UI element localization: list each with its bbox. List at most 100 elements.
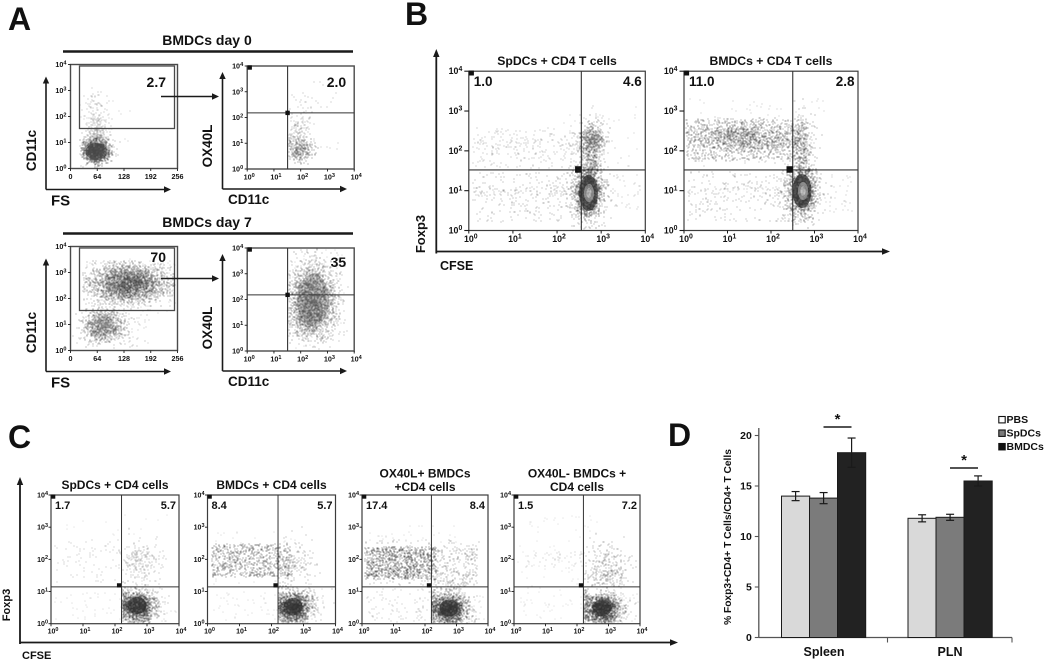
svg-text:102: 102 xyxy=(449,146,463,156)
svg-text:5.7: 5.7 xyxy=(161,500,176,512)
svg-text:102: 102 xyxy=(500,555,511,564)
svg-text:7.2: 7.2 xyxy=(622,500,637,512)
svg-text:103: 103 xyxy=(596,234,610,244)
svg-text:104: 104 xyxy=(485,627,497,636)
svg-text:103: 103 xyxy=(810,234,824,244)
svg-text:101: 101 xyxy=(500,587,511,596)
svg-text:BMDCs day 0: BMDCs day 0 xyxy=(162,32,252,48)
svg-text:*: * xyxy=(835,411,841,428)
svg-text:101: 101 xyxy=(236,627,247,636)
svg-text:104: 104 xyxy=(348,491,360,500)
svg-text:101: 101 xyxy=(194,587,205,596)
svg-text:103: 103 xyxy=(605,627,616,636)
svg-text:256: 256 xyxy=(172,354,184,363)
svg-text:103: 103 xyxy=(37,523,48,532)
svg-text:1.0: 1.0 xyxy=(474,74,493,89)
svg-text:2.0: 2.0 xyxy=(327,74,347,90)
svg-text:B: B xyxy=(405,0,428,32)
svg-text:103: 103 xyxy=(324,355,335,364)
svg-text:BMDCs: BMDCs xyxy=(1007,441,1044,453)
svg-text:103: 103 xyxy=(449,106,463,116)
svg-text:103: 103 xyxy=(194,523,205,532)
svg-text:100: 100 xyxy=(664,225,678,235)
svg-text:100: 100 xyxy=(232,165,243,174)
svg-text:102: 102 xyxy=(232,113,243,122)
svg-text:FS: FS xyxy=(51,193,70,210)
svg-text:101: 101 xyxy=(390,627,401,636)
svg-text:101: 101 xyxy=(542,627,553,636)
svg-text:104: 104 xyxy=(664,66,678,76)
svg-text:D: D xyxy=(668,417,691,453)
svg-text:104: 104 xyxy=(194,491,206,500)
svg-text:102: 102 xyxy=(664,146,678,156)
svg-text:4.6: 4.6 xyxy=(623,74,642,89)
svg-text:20: 20 xyxy=(740,430,752,442)
svg-text:101: 101 xyxy=(37,587,48,596)
svg-text:100: 100 xyxy=(359,627,370,636)
svg-text:104: 104 xyxy=(176,627,188,636)
svg-text:100: 100 xyxy=(194,620,205,629)
svg-text:103: 103 xyxy=(55,86,66,95)
svg-text:+CD4 cells: +CD4 cells xyxy=(394,480,455,494)
svg-text:8.4: 8.4 xyxy=(212,500,228,512)
svg-text:Foxp3: Foxp3 xyxy=(413,215,428,253)
svg-text:11.0: 11.0 xyxy=(689,74,715,89)
svg-text:2.8: 2.8 xyxy=(836,74,855,89)
svg-text:256: 256 xyxy=(172,172,184,181)
svg-text:101: 101 xyxy=(508,234,522,244)
svg-text:103: 103 xyxy=(144,627,155,636)
svg-text:100: 100 xyxy=(679,234,693,244)
svg-text:SpDCs + CD4 T cells: SpDCs + CD4 T cells xyxy=(497,54,617,68)
svg-text:102: 102 xyxy=(112,627,123,636)
svg-text:CD4 cells: CD4 cells xyxy=(550,480,604,494)
svg-text:CFSE: CFSE xyxy=(22,650,51,662)
svg-text:CD11c: CD11c xyxy=(228,374,270,389)
svg-text:100: 100 xyxy=(37,620,48,629)
svg-text:102: 102 xyxy=(297,173,308,182)
svg-text:OX40L+ BMDCs: OX40L+ BMDCs xyxy=(379,467,470,481)
svg-text:101: 101 xyxy=(55,320,66,329)
svg-text:FS: FS xyxy=(51,375,70,392)
svg-text:OX40L: OX40L xyxy=(200,307,215,350)
svg-text:100: 100 xyxy=(55,164,66,173)
svg-text:102: 102 xyxy=(348,555,359,564)
svg-text:1.5: 1.5 xyxy=(518,500,533,512)
svg-text:OX40L- BMDCs +: OX40L- BMDCs + xyxy=(528,467,626,481)
svg-text:102: 102 xyxy=(55,294,66,303)
svg-text:A: A xyxy=(8,1,31,37)
svg-text:CD11c: CD11c xyxy=(24,311,39,353)
svg-text:102: 102 xyxy=(55,112,66,121)
svg-text:0: 0 xyxy=(69,354,73,363)
svg-text:104: 104 xyxy=(449,66,463,76)
svg-text:1.7: 1.7 xyxy=(55,500,70,512)
svg-text:BMDCs day 7: BMDCs day 7 xyxy=(162,214,252,230)
svg-text:103: 103 xyxy=(324,173,335,182)
svg-text:128: 128 xyxy=(118,354,130,363)
svg-text:103: 103 xyxy=(348,523,359,532)
svg-text:103: 103 xyxy=(500,523,511,532)
svg-text:103: 103 xyxy=(55,268,66,277)
svg-text:104: 104 xyxy=(55,242,67,251)
svg-text:Spleen: Spleen xyxy=(804,645,845,659)
svg-text:104: 104 xyxy=(232,62,244,71)
svg-text:103: 103 xyxy=(300,627,311,636)
svg-text:SpDCs + CD4 cells: SpDCs + CD4 cells xyxy=(61,478,168,492)
svg-text:104: 104 xyxy=(37,491,49,500)
svg-text:17.4: 17.4 xyxy=(366,500,388,512)
svg-text:104: 104 xyxy=(55,60,67,69)
svg-text:101: 101 xyxy=(80,627,91,636)
svg-text:2.7: 2.7 xyxy=(147,74,167,90)
svg-text:100: 100 xyxy=(449,225,463,235)
svg-text:101: 101 xyxy=(270,173,281,182)
svg-text:CFSE: CFSE xyxy=(440,259,473,273)
svg-text:102: 102 xyxy=(268,627,279,636)
svg-text:102: 102 xyxy=(766,234,780,244)
svg-text:104: 104 xyxy=(640,234,654,244)
svg-text:101: 101 xyxy=(232,139,243,148)
svg-text:101: 101 xyxy=(55,138,66,147)
svg-text:101: 101 xyxy=(449,185,463,195)
svg-text:104: 104 xyxy=(500,491,512,500)
svg-text:100: 100 xyxy=(55,346,66,355)
svg-text:102: 102 xyxy=(37,555,48,564)
svg-text:CD11c: CD11c xyxy=(24,129,39,171)
